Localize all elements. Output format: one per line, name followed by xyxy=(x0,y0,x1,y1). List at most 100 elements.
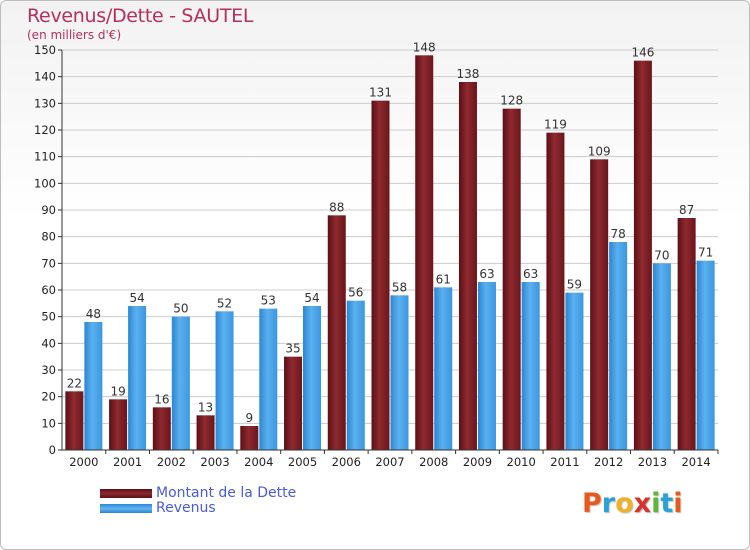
y-tick-label: 110 xyxy=(34,150,56,164)
data-label-revenue: 61 xyxy=(436,272,451,286)
x-tick-label: 2003 xyxy=(200,455,229,469)
data-label-revenue: 63 xyxy=(479,267,494,281)
y-tick-label: 20 xyxy=(41,390,56,404)
y-tick-label: 40 xyxy=(41,336,56,350)
bar-debt xyxy=(590,159,609,451)
legend-label-debt: Montant de la Dette xyxy=(156,485,297,501)
bar-debt xyxy=(633,60,652,451)
data-label-revenue: 50 xyxy=(173,302,188,316)
bar-debt xyxy=(546,132,565,450)
bar-debt xyxy=(240,426,259,450)
bar-revenue xyxy=(434,287,453,450)
data-label-debt: 138 xyxy=(457,67,480,81)
bar-revenue xyxy=(652,263,671,450)
data-label-revenue: 70 xyxy=(654,248,669,262)
x-tick-label: 2007 xyxy=(375,455,404,469)
x-tick-label: 2010 xyxy=(507,455,536,469)
y-tick-label: 80 xyxy=(41,230,56,244)
x-tick-label: 2013 xyxy=(638,455,667,469)
bar-revenue xyxy=(477,282,496,450)
y-tick-label: 0 xyxy=(49,443,56,457)
bar-revenue xyxy=(565,292,584,450)
bar-revenue xyxy=(84,322,103,450)
data-label-revenue: 71 xyxy=(698,246,713,260)
data-label-debt: 22 xyxy=(67,376,82,390)
bar-revenue xyxy=(346,300,365,450)
bar-debt xyxy=(196,415,215,450)
x-tick-label: 2012 xyxy=(594,455,623,469)
bar-debt xyxy=(327,215,346,450)
x-tick-label: 2001 xyxy=(113,455,142,469)
data-label-revenue: 52 xyxy=(217,296,232,310)
data-label-debt: 148 xyxy=(413,40,436,54)
data-label-revenue: 78 xyxy=(611,227,626,241)
grid-lines xyxy=(62,49,718,424)
bar-revenue xyxy=(521,282,540,450)
proxiti-logo: Proxiti xyxy=(582,488,683,519)
data-labels: 22 48 19 54 16 50 13 52 9 53 35 54 88 56 131 58 148 61 138… xyxy=(67,40,714,425)
logo-letter: x xyxy=(633,488,652,519)
legend-item-revenue: Revenus xyxy=(100,501,296,516)
bar-revenue xyxy=(128,306,147,450)
x-tick-label: 2014 xyxy=(681,455,710,469)
logo-letter: i xyxy=(651,488,661,519)
x-tick-label: 2002 xyxy=(157,455,186,469)
x-tick-label: 2006 xyxy=(332,455,361,469)
data-label-revenue: 53 xyxy=(261,294,276,308)
data-label-revenue: 48 xyxy=(86,307,101,321)
data-label-revenue: 63 xyxy=(523,267,538,281)
data-label-debt: 87 xyxy=(679,203,694,217)
bar-revenue xyxy=(259,308,278,450)
y-tick-label: 60 xyxy=(41,283,56,297)
x-tick-label: 2000 xyxy=(69,455,98,469)
data-label-revenue: 54 xyxy=(304,291,319,305)
bar-debt xyxy=(284,356,303,450)
y-tick-label: 30 xyxy=(41,363,56,377)
bar-debt xyxy=(458,82,477,450)
chart-subtitle: (en milliers d'€) xyxy=(27,28,122,42)
y-tick-label: 120 xyxy=(34,123,56,137)
y-tick-label: 90 xyxy=(41,203,56,217)
bar-debt xyxy=(109,399,128,450)
logo-letter: P xyxy=(582,488,602,519)
bars xyxy=(65,55,715,451)
data-label-debt: 19 xyxy=(110,384,125,398)
data-label-revenue: 54 xyxy=(129,291,144,305)
bar-debt xyxy=(502,108,521,451)
bar-revenue xyxy=(303,306,322,450)
y-tick-label: 140 xyxy=(34,70,56,84)
bar-revenue xyxy=(215,311,234,450)
bar-debt xyxy=(65,391,84,450)
bar-revenue xyxy=(609,242,628,450)
y-tick-label: 70 xyxy=(41,256,56,270)
data-label-debt: 88 xyxy=(329,200,344,214)
y-tick-label: 50 xyxy=(41,310,56,324)
data-label-debt: 119 xyxy=(544,118,567,132)
data-label-debt: 128 xyxy=(500,94,523,108)
data-label-revenue: 59 xyxy=(567,278,582,292)
bar-debt xyxy=(371,100,390,451)
data-label-revenue: 58 xyxy=(392,280,407,294)
bar-revenue xyxy=(390,295,409,450)
x-tick-label: 2008 xyxy=(419,455,448,469)
y-tick-label: 130 xyxy=(34,96,56,110)
y-tick-label: 150 xyxy=(34,43,56,57)
data-label-debt: 16 xyxy=(154,392,169,406)
data-label-revenue: 56 xyxy=(348,286,363,300)
logo-letter: o xyxy=(615,488,634,519)
legend-swatch-revenue xyxy=(100,504,152,513)
x-tick-label: 2005 xyxy=(288,455,317,469)
data-label-debt: 109 xyxy=(588,144,611,158)
chart-title: Revenus/Dette - SAUTEL xyxy=(27,5,254,27)
bar-revenue xyxy=(696,260,715,450)
logo-letter: i xyxy=(673,488,683,519)
y-tick-label: 100 xyxy=(34,176,56,190)
y-tick-label: 10 xyxy=(41,416,56,430)
data-label-debt: 9 xyxy=(245,411,253,425)
x-tick-label: 2004 xyxy=(244,455,273,469)
data-label-debt: 146 xyxy=(631,46,654,60)
bar-debt xyxy=(415,55,434,450)
data-label-debt: 13 xyxy=(198,400,213,414)
legend-label-revenue: Revenus xyxy=(156,500,216,516)
